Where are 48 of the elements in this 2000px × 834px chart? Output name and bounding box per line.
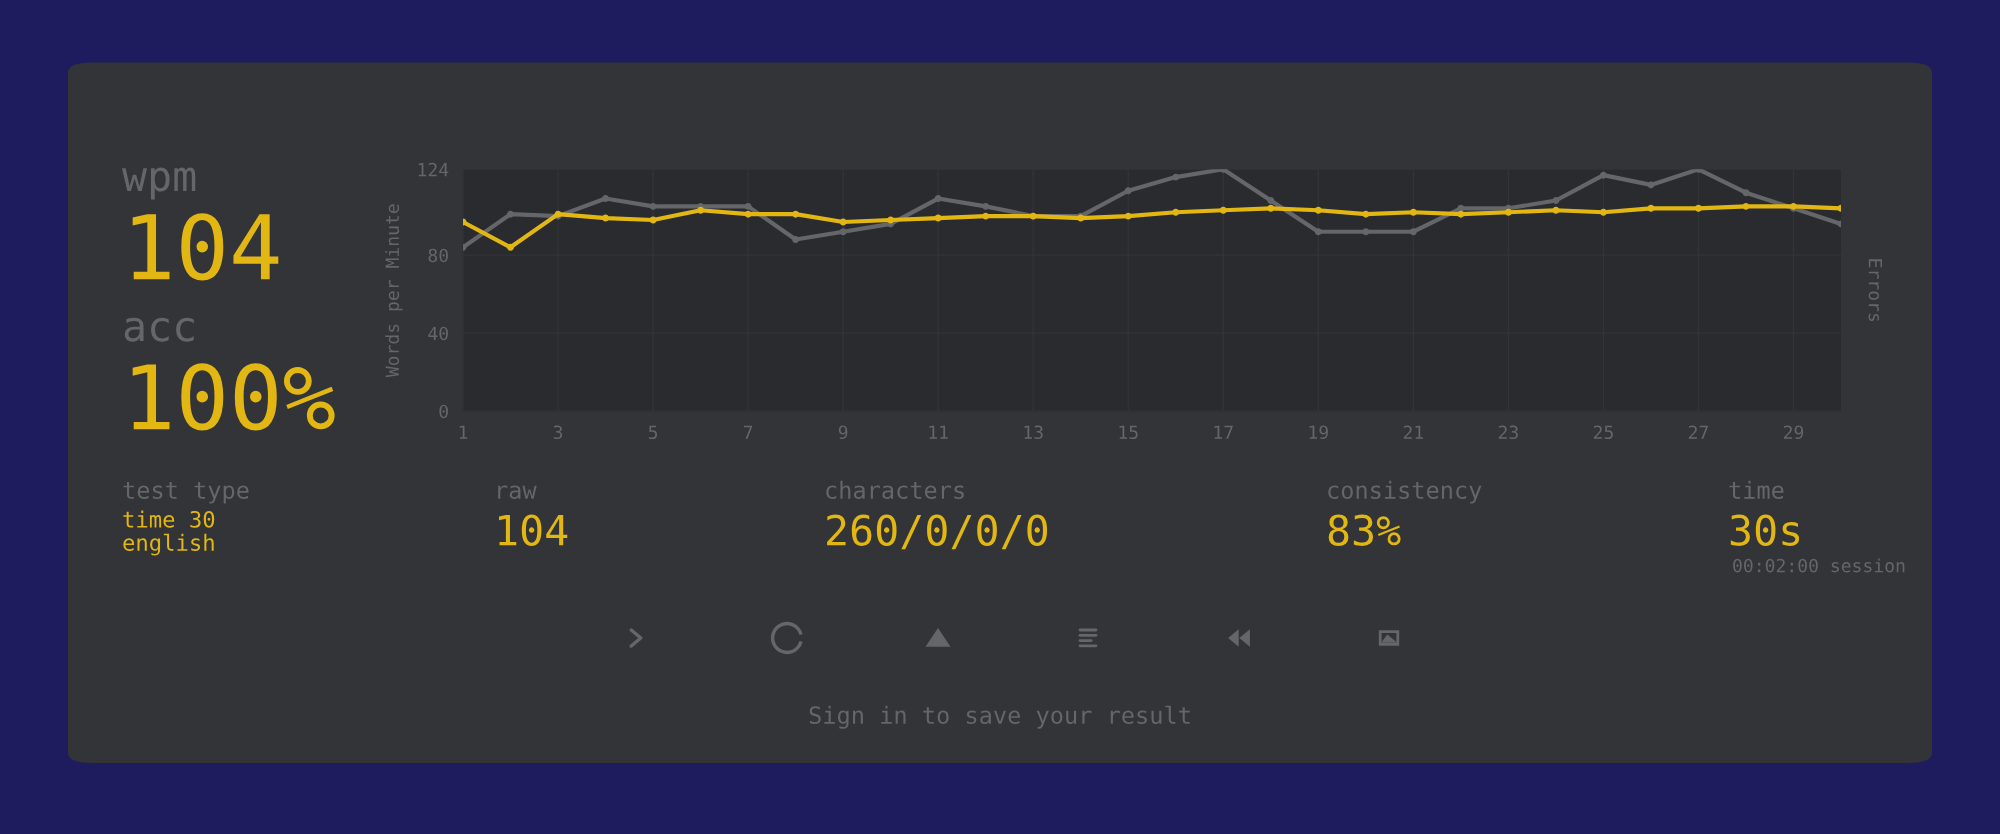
point: [1694, 204, 1702, 212]
text: english: [123, 533, 214, 556]
point: [1457, 210, 1465, 218]
point: [1742, 202, 1750, 210]
point: [792, 210, 800, 218]
point: [507, 243, 514, 251]
point: [1124, 187, 1132, 195]
point: [1362, 210, 1370, 218]
point: [602, 214, 610, 222]
point: [1599, 208, 1607, 216]
text: time 30: [123, 510, 215, 528]
point: [1742, 189, 1750, 197]
point: [507, 210, 514, 218]
point: [649, 202, 657, 210]
point: [744, 210, 752, 218]
point: [1409, 228, 1417, 236]
line-series: [463, 202, 1841, 251]
point: [1219, 206, 1227, 214]
point: [934, 195, 942, 203]
point: [1504, 208, 1512, 216]
point: [1552, 206, 1560, 214]
point: [1172, 208, 1180, 216]
point: [1314, 206, 1322, 214]
point: [982, 202, 990, 210]
text: 100%: [132, 363, 335, 431]
point: [1362, 228, 1370, 236]
point: [1409, 208, 1417, 216]
point: [602, 195, 610, 203]
point: [1124, 212, 1132, 220]
point: [839, 228, 847, 236]
text: 83%: [1328, 514, 1401, 546]
point: [697, 206, 705, 214]
point: [1647, 204, 1655, 212]
point: [887, 216, 895, 224]
text: 104: [499, 514, 568, 546]
text: 104: [132, 213, 279, 281]
point: [1267, 204, 1275, 212]
point: [982, 212, 990, 220]
point: [1552, 197, 1560, 204]
text: 260/0/0/0: [827, 514, 1048, 550]
point: [1599, 171, 1607, 179]
point: [744, 202, 752, 210]
point: [1267, 197, 1275, 204]
point: [1172, 173, 1180, 181]
text: 30s: [1730, 514, 1800, 546]
point: [934, 214, 942, 222]
point: [1314, 228, 1322, 236]
point: [792, 236, 800, 243]
